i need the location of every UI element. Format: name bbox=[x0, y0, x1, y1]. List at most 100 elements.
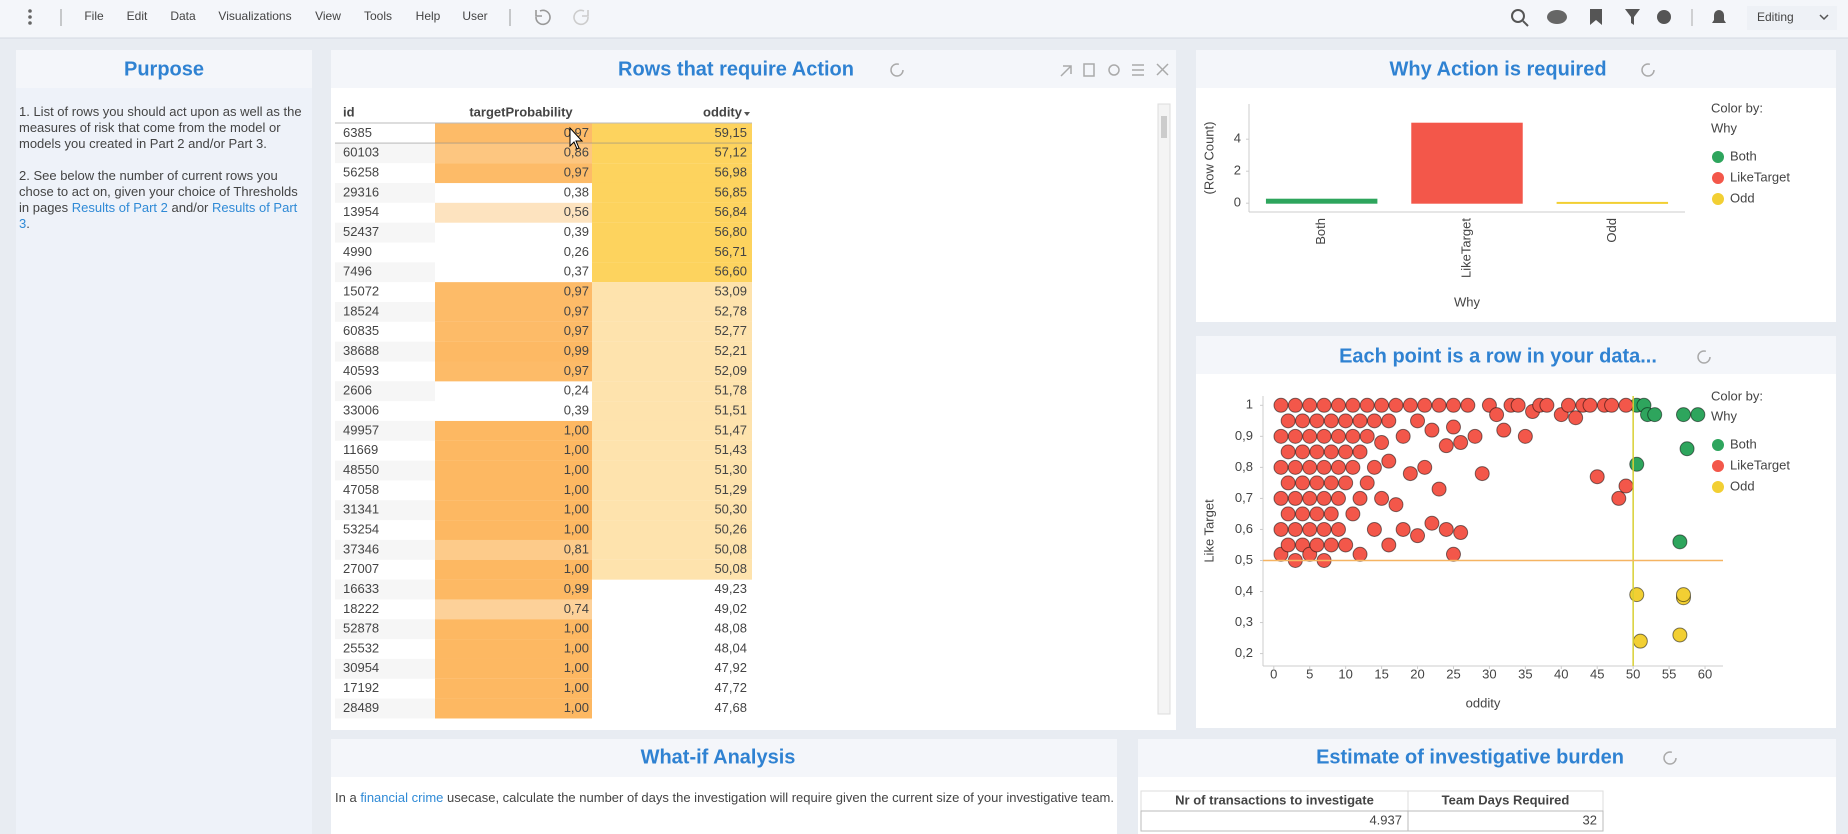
menu-item[interactable]: Tools bbox=[364, 9, 392, 23]
settings-icon[interactable] bbox=[1657, 10, 1671, 24]
point bbox=[1295, 506, 1311, 522]
point bbox=[1496, 422, 1512, 438]
point bbox=[1679, 441, 1695, 457]
x-tick-label: 25 bbox=[1446, 666, 1460, 681]
point bbox=[1453, 525, 1469, 541]
comments-icon[interactable] bbox=[1547, 10, 1567, 24]
text: 2. See below the number of current rows … bbox=[19, 168, 298, 215]
y-tick-label: 0 bbox=[1234, 195, 1241, 210]
column-header[interactable]: targetProbability bbox=[469, 104, 573, 119]
cell: 30954 bbox=[343, 660, 379, 675]
menu-item[interactable]: File bbox=[84, 9, 104, 23]
point bbox=[1287, 428, 1303, 444]
cell-color bbox=[592, 222, 752, 243]
point bbox=[1672, 627, 1688, 643]
x-tick-label: Both bbox=[1313, 218, 1328, 245]
cell-color bbox=[435, 500, 592, 521]
point bbox=[1309, 413, 1325, 429]
point bbox=[1359, 397, 1375, 413]
legend-label: LikeTarget bbox=[1730, 169, 1790, 184]
point bbox=[1539, 397, 1555, 413]
cell: 59,15 bbox=[714, 125, 747, 140]
cell: 1,00 bbox=[564, 462, 589, 477]
column-header[interactable]: oddity bbox=[703, 104, 743, 119]
menu-item[interactable]: Visualizations bbox=[218, 9, 291, 23]
point bbox=[1366, 521, 1382, 537]
cell: 51,29 bbox=[714, 482, 747, 497]
cell-color bbox=[592, 182, 752, 203]
point bbox=[1295, 475, 1311, 491]
chevron[interactable] bbox=[1819, 14, 1829, 21]
cell: 51,47 bbox=[714, 422, 747, 437]
notification-icon[interactable] bbox=[1712, 10, 1726, 23]
menu-item[interactable]: User bbox=[462, 9, 487, 23]
link[interactable]: financial crime bbox=[360, 790, 444, 805]
title-band bbox=[1196, 50, 1836, 88]
menu-item[interactable]: View bbox=[315, 9, 341, 23]
cell-color bbox=[435, 361, 592, 382]
cell: 0,38 bbox=[564, 184, 589, 199]
point bbox=[1280, 444, 1296, 460]
cell: 47,68 bbox=[714, 700, 747, 715]
cell-color bbox=[592, 401, 752, 422]
point bbox=[1510, 397, 1526, 413]
legend-label: Both bbox=[1730, 148, 1757, 163]
point bbox=[1417, 397, 1433, 413]
point bbox=[1352, 413, 1368, 429]
panel-title: Why Action is required bbox=[1389, 58, 1606, 80]
link[interactable]: Results of Part 3 bbox=[19, 200, 298, 231]
panel-tools[interactable] bbox=[1060, 63, 1169, 77]
link[interactable]: Results of Part 2 bbox=[71, 200, 168, 215]
cell: 50,26 bbox=[714, 521, 747, 536]
cell-color bbox=[592, 123, 752, 144]
y-axis-label: (Row Count) bbox=[1201, 122, 1216, 195]
point bbox=[1417, 459, 1433, 475]
point bbox=[1330, 459, 1346, 475]
column-header[interactable]: id bbox=[343, 104, 355, 119]
row-stripe bbox=[335, 500, 435, 521]
legend-label: Both bbox=[1730, 436, 1757, 451]
row-stripe bbox=[335, 301, 435, 322]
menu-dots[interactable] bbox=[28, 9, 32, 25]
scroll-thumb[interactable] bbox=[1161, 116, 1167, 138]
menu-item[interactable]: Edit bbox=[127, 9, 148, 23]
bookmark-icon[interactable] bbox=[1590, 9, 1602, 25]
cell: 56,85 bbox=[714, 184, 747, 199]
cell: 1,00 bbox=[564, 422, 589, 437]
point bbox=[1287, 490, 1303, 506]
cell-color bbox=[592, 520, 752, 540]
cell: 56258 bbox=[343, 164, 379, 179]
point bbox=[1323, 475, 1339, 491]
filter-icon[interactable] bbox=[1625, 9, 1640, 25]
scrollbar[interactable] bbox=[1157, 103, 1171, 715]
point bbox=[1287, 521, 1303, 537]
cell-color bbox=[592, 143, 752, 164]
cell-color bbox=[435, 698, 592, 719]
point bbox=[1489, 407, 1505, 423]
refresh-icon[interactable] bbox=[1697, 350, 1711, 364]
cell-color bbox=[435, 480, 592, 501]
legend-label: Odd bbox=[1730, 190, 1755, 205]
menu-item[interactable]: Help bbox=[416, 9, 441, 23]
refresh-icon[interactable] bbox=[1641, 63, 1655, 77]
cell-color bbox=[435, 420, 592, 441]
point bbox=[1424, 515, 1440, 531]
menu-item[interactable]: Data bbox=[170, 9, 196, 23]
search-icon[interactable] bbox=[1511, 9, 1529, 27]
point bbox=[1675, 587, 1691, 603]
redo-icon[interactable] bbox=[573, 9, 589, 26]
point bbox=[1352, 490, 1368, 506]
refresh-icon[interactable] bbox=[890, 63, 904, 77]
undo-icon[interactable] bbox=[535, 9, 551, 26]
refresh-icon[interactable] bbox=[1663, 751, 1677, 765]
cell: 56,60 bbox=[714, 264, 747, 279]
point bbox=[1629, 587, 1645, 603]
cell: 60103 bbox=[343, 145, 379, 160]
cell: 28489 bbox=[343, 700, 379, 715]
cell-color bbox=[592, 460, 752, 481]
legend-title: Color by: bbox=[1711, 100, 1763, 115]
cell: 52,21 bbox=[714, 343, 747, 358]
point bbox=[1381, 453, 1397, 469]
point bbox=[1374, 397, 1390, 413]
point bbox=[1410, 413, 1426, 429]
